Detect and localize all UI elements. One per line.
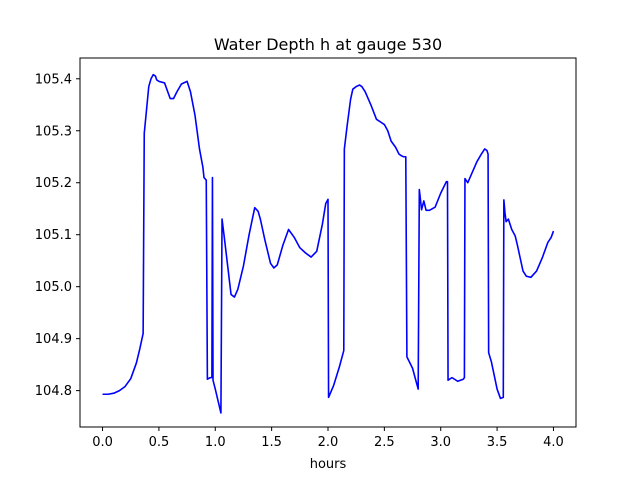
x-tick-label: 0.0	[92, 435, 113, 450]
y-axis: 104.8 104.9 105.0 105.1 105.2 105.3 105.4	[35, 72, 80, 399]
x-tick-label: 2.0	[318, 435, 339, 450]
y-tick-label: 105.4	[35, 72, 72, 87]
x-tick-label: 4.0	[543, 435, 564, 450]
y-tick-label: 105.1	[35, 228, 72, 243]
y-tick-label: 104.8	[35, 384, 72, 399]
y-tick-label: 105.2	[35, 176, 72, 191]
chart-title: Water Depth h at gauge 530	[214, 35, 442, 54]
y-tick-label: 105.0	[35, 280, 72, 295]
y-tick-label: 105.3	[35, 124, 72, 139]
x-tick-label: 1.5	[261, 435, 282, 450]
x-tick-label: 3.5	[487, 435, 508, 450]
series-line-0	[102, 73, 555, 414]
x-tick-label: 0.5	[149, 435, 170, 450]
x-axis: 0.0 0.5 1.0 1.5 2.0 2.5 3.0 3.5 4.0	[92, 427, 564, 450]
x-tick-label: 3.0	[430, 435, 451, 450]
x-tick-label: 2.5	[374, 435, 395, 450]
x-tick-label: 1.0	[205, 435, 226, 450]
x-axis-label: hours	[310, 457, 347, 472]
y-tick-label: 104.9	[35, 332, 72, 347]
